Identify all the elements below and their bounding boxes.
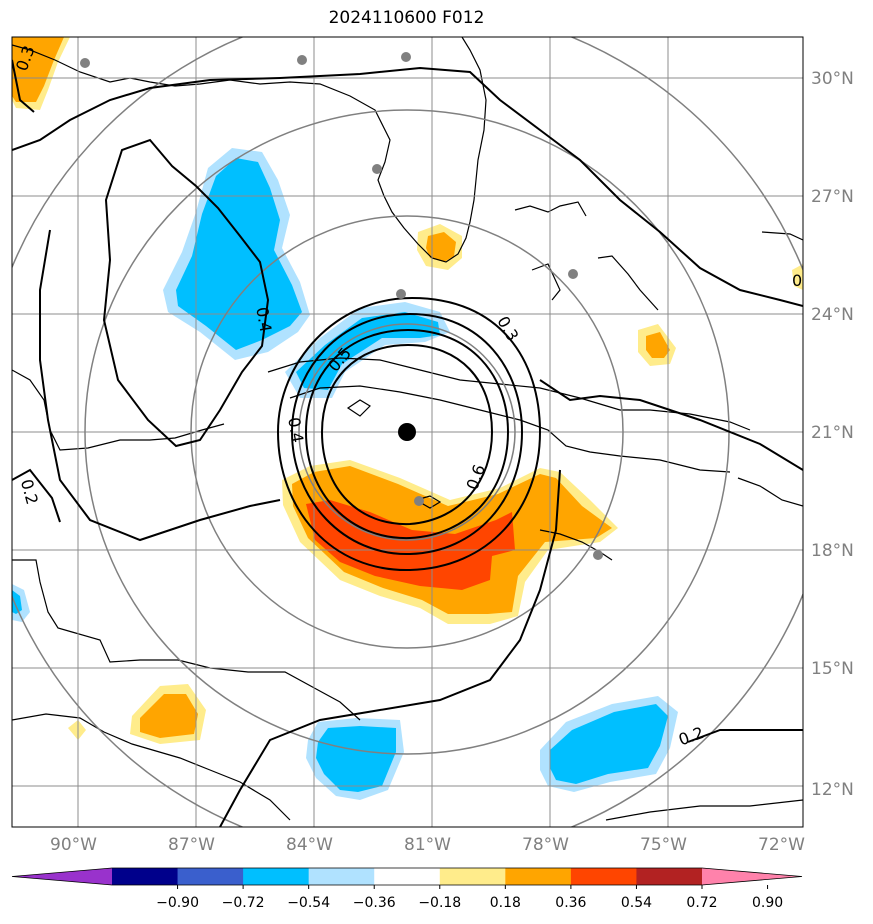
gridlines [12, 37, 803, 827]
colorbar-tick-label: −0.90 [156, 895, 199, 911]
lon-label-81w: 81°W [404, 835, 451, 855]
colorbar: −0.90 −0.72 −0.54 −0.36 −0.18 0.18 0.36 0.54 0.7… [11, 867, 803, 911]
colorbar-segment [243, 868, 310, 885]
station-markers [80, 52, 603, 560]
lon-label-72w: 72°W [758, 835, 805, 855]
colorbar-tick-label: −0.18 [418, 895, 461, 911]
lat-label-15n: 15°N [811, 659, 854, 679]
colorbar-segment [177, 868, 244, 885]
map-title: 2024110600 F012 [328, 8, 485, 28]
colorbar-tick-label: −0.72 [222, 895, 265, 911]
lat-labels: 30°N 27°N 24°N 21°N 18°N 15°N 12°N [811, 69, 854, 800]
lat-label-24n: 24°N [811, 305, 854, 325]
contour-label: 0 [792, 271, 802, 290]
shaded-fields [12, 37, 803, 800]
lon-label-75w: 75°W [640, 835, 687, 855]
map-area: 0.3 0.4 0.5 0.4 0.6 0.3 0.2 0.2 0 [12, 37, 803, 827]
lat-label-12n: 12°N [811, 780, 854, 800]
lon-label-84w: 84°W [286, 835, 333, 855]
colorbar-tick-label: −0.36 [353, 895, 396, 911]
colorbar-segment [570, 868, 637, 885]
contour-label: 0.4 [252, 306, 275, 334]
lat-label-30n: 30°N [811, 69, 854, 89]
lon-label-78w: 78°W [522, 835, 569, 855]
colorbar-segment [374, 868, 441, 885]
lon-label-90w: 90°W [50, 835, 97, 855]
colorbar-tick-label: −0.54 [287, 895, 330, 911]
lon-labels: 90°W 87°W 84°W 81°W 78°W 75°W 72°W [50, 835, 805, 855]
contour-lines [12, 59, 803, 827]
colorbar-extend-high [702, 868, 802, 885]
colorbar-segment [308, 868, 375, 885]
colorbar-outline [11, 867, 803, 886]
lat-label-18n: 18°N [811, 541, 854, 561]
map-frame [11, 36, 804, 828]
colorbar-tick-label: 0.90 [752, 895, 783, 911]
colorbar-segment [505, 868, 572, 885]
colorbar-tick-label: 0.54 [621, 895, 652, 911]
colorbar-tick-label: 0.72 [686, 895, 717, 911]
lat-label-27n: 27°N [811, 187, 854, 207]
contour-label: 0.4 [284, 416, 307, 444]
colorbar-tick-label: 0.18 [490, 895, 521, 911]
colorbar-segment [112, 868, 179, 885]
colorbar-segment [439, 868, 506, 885]
lat-label-21n: 21°N [811, 423, 854, 443]
colorbar-tick-label: 0.36 [555, 895, 586, 911]
storm-center-marker [398, 423, 416, 441]
colorbar-extend-low [12, 868, 112, 885]
colorbar-segment [636, 868, 703, 885]
lon-label-87w: 87°W [168, 835, 215, 855]
